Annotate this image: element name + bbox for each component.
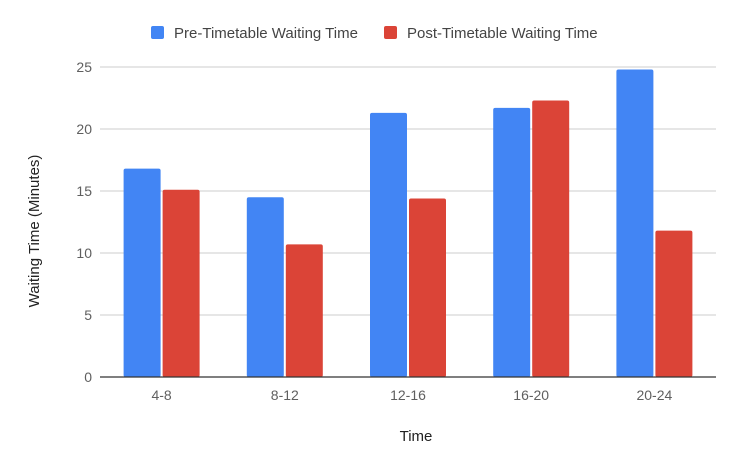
x-tick-label: 8-12 <box>271 387 299 403</box>
bar-pre-20-24 <box>616 69 654 377</box>
y-tick-label: 25 <box>76 59 92 75</box>
bar-pre-4-8 <box>123 168 161 377</box>
gridlines <box>100 66 716 316</box>
y-tick-label: 10 <box>76 245 92 261</box>
y-axis-ticks: 0 5 10 15 20 25 <box>76 59 92 385</box>
y-tick-label: 20 <box>76 121 92 137</box>
x-axis-ticks: 4-8 8-12 12-16 16-20 20-24 <box>151 387 672 403</box>
x-tick-label: 12-16 <box>390 387 426 403</box>
legend-swatch-pre <box>151 26 164 39</box>
x-tick-label: 4-8 <box>151 387 171 403</box>
bar-pre-8-12 <box>246 197 284 377</box>
bar-post-16-20 <box>532 100 570 377</box>
bar-post-4-8 <box>162 189 200 377</box>
legend-label-post: Post-Timetable Waiting Time <box>407 25 598 42</box>
x-tick-label: 20-24 <box>636 387 672 403</box>
x-tick-label: 16-20 <box>513 387 549 403</box>
y-tick-label: 0 <box>84 369 92 385</box>
legend: Pre-Timetable Waiting Time Post-Timetabl… <box>151 25 598 42</box>
bar-pre-16-20 <box>493 107 531 378</box>
y-axis-title: Waiting Time (Minutes) <box>26 155 43 308</box>
bars <box>123 69 693 378</box>
y-tick-label: 15 <box>76 183 92 199</box>
y-tick-label: 5 <box>84 307 92 323</box>
bar-pre-12-16 <box>370 112 407 377</box>
legend-label-pre: Pre-Timetable Waiting Time <box>174 25 358 42</box>
x-axis-title: Time <box>400 428 433 445</box>
bar-post-12-16 <box>409 198 446 377</box>
bar-post-20-24 <box>655 230 693 377</box>
bar-post-8-12 <box>285 244 323 377</box>
legend-swatch-post <box>384 26 397 39</box>
